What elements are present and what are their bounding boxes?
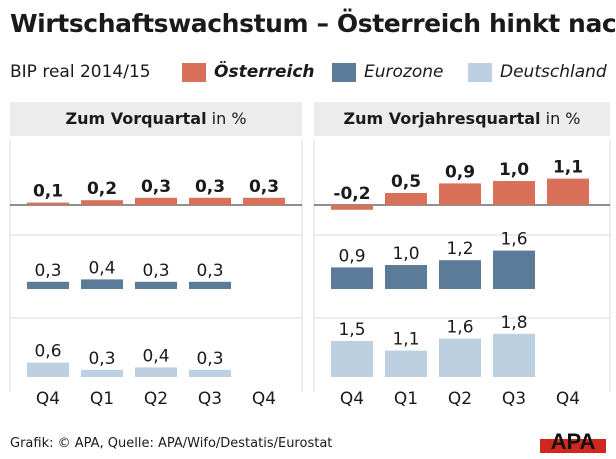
bar-eurozone-q2 — [135, 281, 177, 289]
bar-sterreich-q3 — [189, 197, 231, 205]
legend-swatch-eurozone — [332, 63, 356, 82]
bar-deutschland-q1 — [81, 369, 123, 377]
legend-text-eurozone: Eurozone — [364, 62, 444, 82]
data-label: 0,9 — [338, 246, 365, 266]
apa-logo-bar — [540, 439, 606, 453]
bar-sterreich-q4 — [331, 205, 373, 210]
x-tick-label: Q2 — [144, 389, 168, 409]
apa-logo: APA — [540, 429, 606, 453]
panel-title-unit: in % — [206, 109, 247, 128]
x-tick-label: Q4 — [340, 389, 364, 409]
legend-label: BIP real 2014/15 — [10, 62, 151, 82]
bar-eurozone-q4 — [331, 267, 373, 289]
x-tick-label: Q2 — [448, 389, 472, 409]
data-label: 0,9 — [445, 162, 475, 182]
data-label: 0,6 — [34, 342, 61, 362]
legend-text-oesterreich: Österreich — [214, 62, 315, 82]
legend-swatch-oesterreich — [182, 63, 206, 82]
data-label: -0,2 — [333, 184, 370, 204]
legend-swatch-deutschland — [468, 63, 492, 82]
bar-deutschland-q2 — [135, 367, 177, 377]
bar-sterreich-q3 — [493, 181, 535, 205]
x-tick-label: Q3 — [198, 389, 222, 409]
data-label: 1,0 — [392, 244, 419, 264]
x-tick-label: Q1 — [90, 389, 114, 409]
data-label: 0,3 — [34, 261, 61, 281]
source-note: Grafik: © APA, Quelle: APA/Wifo/Destatis… — [10, 436, 333, 451]
bar-sterreich-q1 — [81, 200, 123, 205]
apa-logo-text: APA — [551, 429, 596, 453]
bar-eurozone-q1 — [81, 279, 123, 289]
panel-title-bold: Zum Vorjahresquartal — [343, 109, 541, 128]
panel-title-vorjahresquartal: Zum Vorjahresquartal in % — [314, 102, 610, 136]
data-label: 1,1 — [553, 158, 583, 178]
panel-title-unit: in % — [540, 109, 581, 128]
data-label: 0,3 — [142, 261, 169, 281]
bar-deutschland-q3 — [189, 369, 231, 377]
data-label: 0,1 — [33, 182, 63, 202]
data-label: 0,3 — [249, 177, 279, 197]
data-label: 0,3 — [88, 349, 115, 369]
data-label: 1,5 — [338, 320, 365, 340]
chart-title: Wirtschaftswachstum – Österreich hinkt n… — [10, 9, 616, 38]
x-tick-label: Q3 — [502, 389, 526, 409]
bar-sterreich-q1 — [385, 193, 427, 205]
bar-deutschland-q4 — [331, 341, 373, 377]
legend: BIP real 2014/15 Österreich Eurozone Deu… — [10, 62, 610, 84]
x-tick-label: Q4 — [556, 389, 580, 409]
bar-eurozone-q4 — [27, 281, 69, 289]
data-label: 1,2 — [446, 239, 473, 259]
bar-sterreich-q4 — [243, 197, 285, 205]
bar-deutschland-q1 — [385, 350, 427, 377]
bar-eurozone-q2 — [439, 260, 481, 289]
data-label: 1,8 — [500, 313, 527, 333]
x-tick-label: Q4 — [252, 389, 276, 409]
data-label: 1,6 — [500, 230, 527, 250]
bar-sterreich-q2 — [135, 197, 177, 205]
data-label: 0,5 — [391, 172, 421, 192]
data-label: 1,6 — [446, 318, 473, 338]
bar-eurozone-q1 — [385, 265, 427, 289]
data-label: 0,4 — [88, 258, 115, 278]
x-tick-label: Q1 — [394, 389, 418, 409]
legend-text-deutschland: Deutschland — [500, 62, 607, 82]
data-label: 0,4 — [142, 346, 169, 366]
data-label: 0,3 — [196, 349, 223, 369]
data-label: 0,3 — [141, 177, 171, 197]
data-label: 0,2 — [87, 179, 117, 199]
panel-title-bold: Zum Vorquartal — [65, 109, 207, 128]
bar-deutschland-q2 — [439, 338, 481, 377]
bar-eurozone-q3 — [493, 250, 535, 289]
data-label: 1,1 — [392, 330, 419, 350]
bar-deutschland-q4 — [27, 362, 69, 377]
data-label: 0,3 — [195, 177, 225, 197]
data-label: 0,3 — [196, 261, 223, 281]
bar-sterreich-q2 — [439, 183, 481, 205]
bar-eurozone-q3 — [189, 281, 231, 289]
bar-sterreich-q4 — [27, 202, 69, 205]
x-tick-label: Q4 — [36, 389, 60, 409]
bar-deutschland-q3 — [493, 333, 535, 377]
data-label: 1,0 — [499, 160, 529, 180]
panel-title-vorquartal: Zum Vorquartal in % — [10, 102, 302, 136]
bar-sterreich-q4 — [547, 178, 589, 205]
